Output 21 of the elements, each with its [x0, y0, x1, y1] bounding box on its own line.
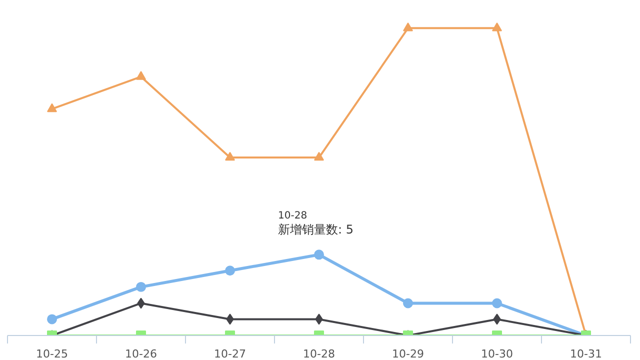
x-tick-label: 10-31 [570, 348, 602, 360]
point [225, 152, 235, 161]
point [47, 314, 57, 324]
point [492, 298, 502, 308]
point [403, 22, 413, 32]
point [47, 103, 57, 112]
x-tick-label: 10-30 [481, 348, 513, 360]
point [492, 22, 502, 32]
point [314, 152, 324, 161]
annotation: 10-28 [278, 210, 308, 222]
x-tick-label: 10-25 [36, 348, 68, 360]
point [136, 282, 146, 292]
x-tick-label: 10-27 [214, 348, 246, 360]
x-tick-label: 10-26 [125, 348, 157, 360]
point [403, 298, 413, 308]
point [314, 250, 324, 260]
point [225, 266, 235, 276]
x-tick-label: 10-28 [303, 348, 335, 360]
annotation: 新增销量数: 5 [278, 222, 354, 237]
x-tick-label: 10-29 [392, 348, 424, 360]
point [136, 71, 146, 80]
